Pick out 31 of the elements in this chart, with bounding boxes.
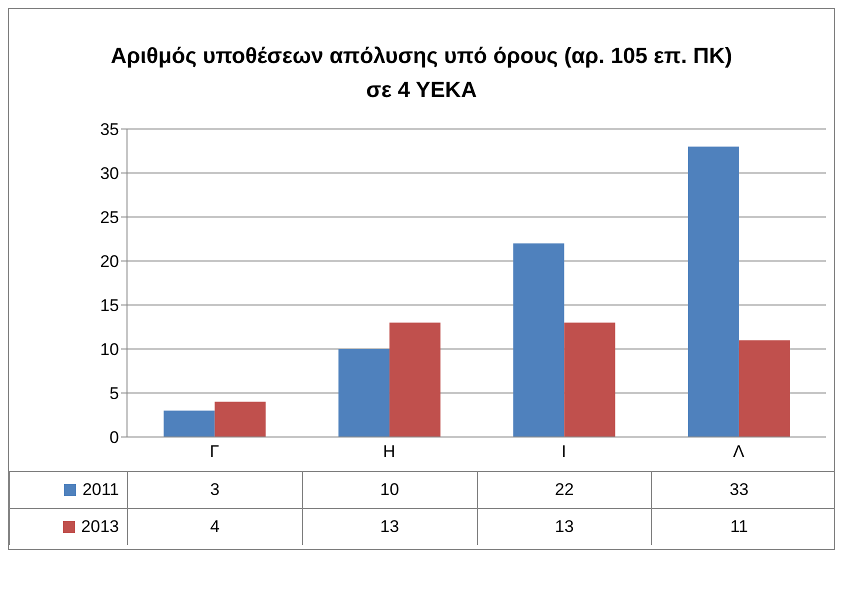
data-label: 13 — [476, 509, 652, 545]
bar — [688, 146, 739, 437]
bar — [164, 410, 215, 437]
data-label: 3 — [127, 472, 302, 508]
y-tick-label: 10 — [100, 340, 119, 360]
x-tick-label: Ι — [562, 442, 566, 462]
bar — [214, 402, 266, 437]
bar — [338, 349, 390, 437]
y-tick-label: 15 — [100, 296, 119, 316]
data-label: 10 — [302, 472, 476, 508]
data-label: 4 — [127, 509, 302, 545]
x-tick-label: Λ — [732, 442, 745, 462]
y-tick-label: 30 — [100, 164, 119, 184]
data-label: 33 — [651, 472, 826, 508]
bar — [389, 322, 440, 437]
x-tick-label: Γ — [210, 442, 220, 462]
data-label: 13 — [302, 509, 476, 545]
y-tick-label: 0 — [110, 428, 119, 448]
legend-label: 2011 — [82, 480, 119, 500]
bar — [738, 340, 790, 437]
y-tick-label: 5 — [110, 384, 119, 404]
y-tick-label: 25 — [100, 208, 119, 228]
chart-title: Αριθμός υποθέσεων απόλυσης υπό όρους (αρ. 105 επ. ΠΚ) σε 4 ΥΕΚΑ — [110, 42, 734, 104]
data-label: 11 — [651, 509, 826, 545]
legend-label: 2013 — [81, 517, 119, 537]
x-tick-label: Η — [382, 442, 396, 462]
y-tick-label: 35 — [100, 120, 119, 140]
data-label: 22 — [476, 472, 652, 508]
y-tick-label: 20 — [100, 252, 119, 272]
bar — [513, 243, 564, 437]
bar — [564, 322, 616, 437]
